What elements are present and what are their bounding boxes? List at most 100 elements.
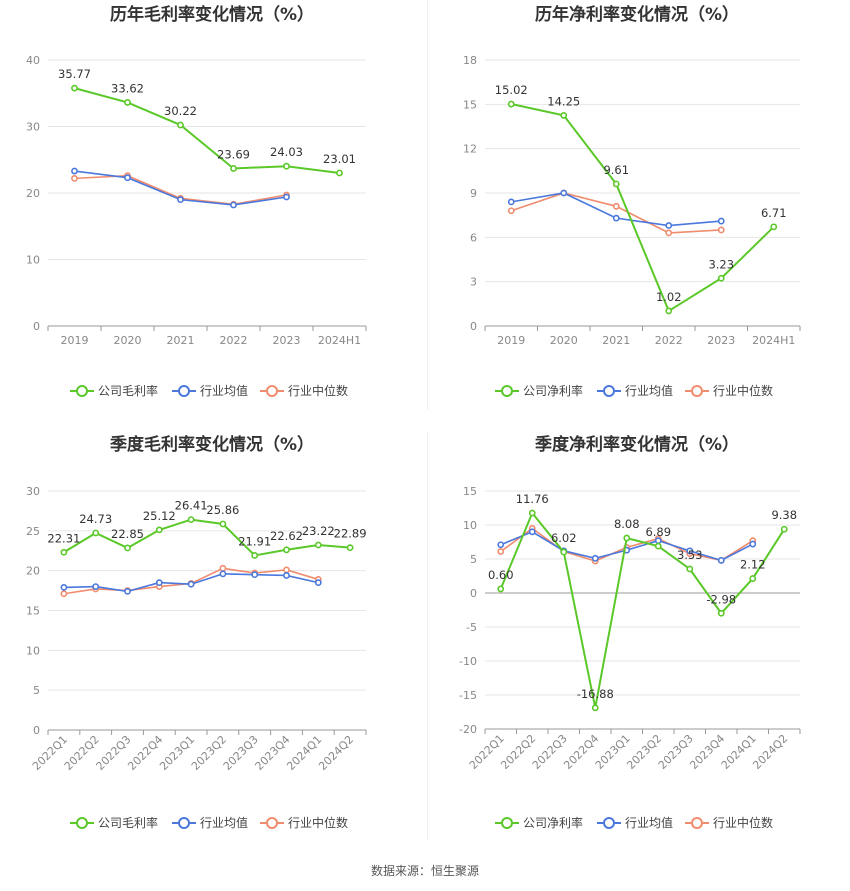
data-point [497,541,505,549]
chart-panel-annual-gross: 历年毛利率变化情况（%） 0 10 20 30 40 2019 2020 2021 2022 202… [0,0,425,430]
data-point [717,556,725,564]
y-tick-label: -20 [459,723,477,736]
data-point [155,579,163,587]
data-label: 24.73 [79,512,112,526]
data-point [219,570,227,578]
x-tick-label: 2023 [273,334,301,347]
data-point [187,580,195,588]
x-tick-label: 2019 [497,334,525,347]
y-tick-label: 30 [26,121,40,134]
data-label: -16.88 [577,687,614,701]
legend-label: 行业中位数 [713,815,773,830]
data-point [717,274,725,282]
y-tick-label: 0 [470,587,477,600]
panel-divider-top [427,0,428,410]
data-label: 9.61 [603,163,629,177]
data-point [71,84,78,92]
series-line-company [499,511,786,708]
chart-svg: 季度毛利率变化情况（%）0510152025302022Q12022Q22022… [26,434,367,830]
x-tick-label: 2024H1 [318,334,361,347]
x-tick-label: 2021 [167,334,195,347]
chart-title: 历年净利率变化情况（%） [535,4,739,25]
data-point [60,590,68,598]
x-tick-label: 2022 [655,334,683,347]
data-point [612,202,620,210]
data-label: 23.01 [323,152,356,166]
data-point [665,222,673,229]
legend-label: 公司净利率 [523,383,583,398]
data-source-note: 数据来源：恒生聚源 [370,864,479,878]
data-point [230,201,237,209]
data-point [749,540,757,548]
y-tick-label: 15 [26,605,40,618]
data-label: 23.69 [217,147,250,161]
data-point [497,585,505,593]
data-point [283,193,290,201]
data-point [717,609,725,617]
chart-svg: 历年净利率变化情况（%） 0 3 6 9 12 15 18 2019 2020 2021 2022 20… [463,4,801,398]
x-tick-label: 2021 [602,334,630,347]
data-point [780,525,788,533]
data-point [230,165,237,172]
legend-label: 行业中位数 [288,383,348,398]
data-label: 15.02 [495,83,528,97]
y-tick-label: 0 [33,724,40,737]
y-tick-label: 20 [26,565,40,578]
y-tick-label: 5 [470,553,477,566]
data-point [528,509,536,517]
data-label: 3.53 [677,548,703,562]
data-point [283,546,290,554]
data-point [177,121,184,129]
y-tick-label: 0 [33,320,40,333]
data-point [177,196,184,204]
data-point [507,207,515,215]
data-point [560,112,568,119]
y-tick-label: 15 [463,485,477,498]
data-label: 22.31 [47,531,80,545]
data-label: 9.38 [771,508,797,522]
data-label: 35.77 [58,67,91,81]
x-tick-label: 2023 [707,334,735,347]
y-tick-label: 25 [26,525,40,538]
data-point [124,174,131,182]
y-tick-label: 12 [463,143,477,156]
legend-swatch-marker [691,385,703,397]
data-point [314,541,322,549]
data-point [749,575,757,582]
x-tick-label: 2024Q2 [316,733,356,773]
legend-swatch-marker [76,817,88,829]
y-tick-label: -15 [459,689,477,702]
data-point [560,189,568,197]
legend-label: 行业均值 [200,815,248,830]
data-point [251,552,259,559]
legend-label: 公司毛利率 [98,815,158,830]
y-tick-label: 5 [33,684,40,697]
x-tick-label: 2020 [114,334,142,347]
data-point [770,223,778,231]
legend-label: 公司毛利率 [98,383,158,398]
y-tick-label: 30 [26,485,40,498]
panel-divider-bottom [427,432,428,840]
legend-label: 行业均值 [625,815,673,830]
data-point [623,534,631,542]
data-point [187,516,195,524]
data-point [560,548,568,556]
legend-swatch-marker [178,385,190,397]
data-point [717,217,725,225]
data-point [155,526,163,534]
data-point [60,583,68,591]
data-label: 6.71 [761,206,787,220]
data-point [665,307,673,315]
data-point [654,542,662,550]
data-label: 11.76 [516,492,549,506]
data-label: -2.98 [706,592,736,606]
data-point [497,548,505,555]
y-tick-label: 10 [26,644,40,657]
chart-panel-annual-net: 历年净利率变化情况（%） 0 3 6 9 12 15 18 2019 2020 2021 2022 20… [425,0,850,430]
legend-swatch-marker [603,385,615,397]
data-point [591,554,599,562]
data-label: 0.60 [488,568,514,582]
y-tick-label: 15 [463,98,477,111]
legend-swatch-marker [603,817,615,829]
chart-panel-quarterly-net: 季度净利率变化情况（%） -20 -15 -10 -5 0 5 10 15 2022Q1 2022Q… [425,430,850,860]
